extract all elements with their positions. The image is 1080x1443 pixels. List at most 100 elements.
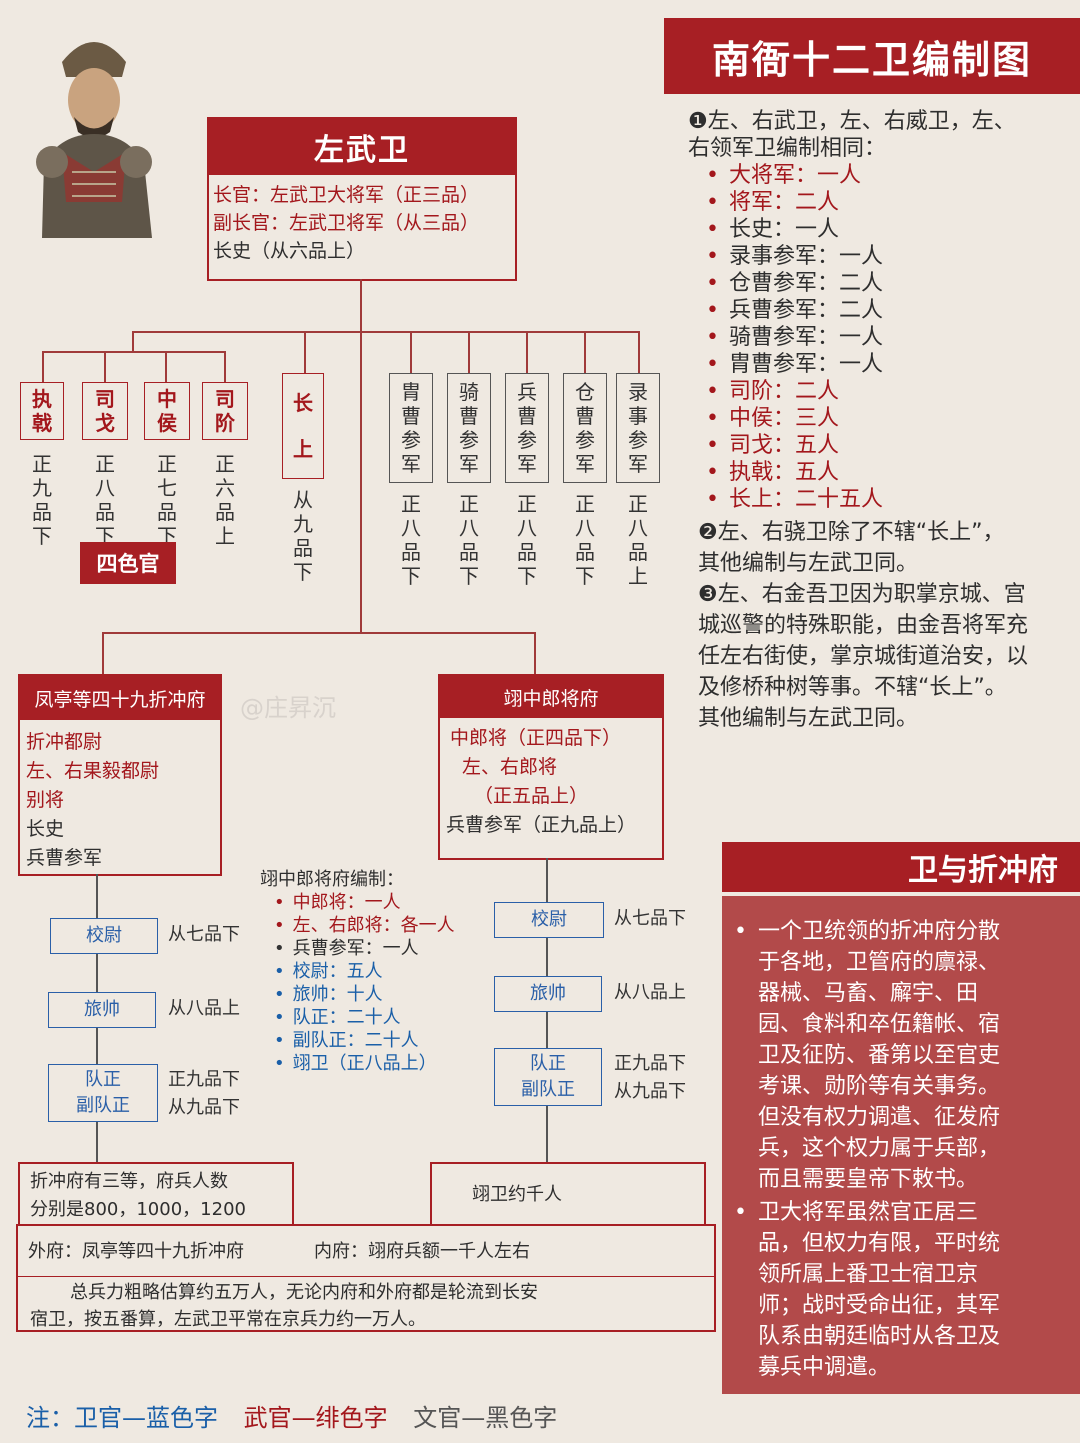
note1-item: 长史：一人 bbox=[688, 216, 1078, 243]
char: 下 bbox=[401, 564, 421, 588]
right-xiaowei-box: 校尉 bbox=[494, 902, 604, 938]
legend-black: 文官—黑色字 bbox=[413, 1404, 558, 1432]
left-fuduizheng-rank: 从九品下 bbox=[168, 1097, 240, 1118]
note1-item: 大将军：一人 bbox=[688, 162, 1078, 189]
left-duizheng-box: 队正 副队正 bbox=[48, 1064, 158, 1122]
note1-item: 司阶：二人 bbox=[688, 378, 1078, 405]
zc-line: 长史 bbox=[26, 818, 65, 840]
char: 参 bbox=[401, 428, 421, 452]
bullet-dot: • bbox=[734, 919, 747, 944]
char: 九 bbox=[32, 476, 52, 500]
summary-line2: 宿卫，按五番算，左武卫平常在京兵力约一万人。 bbox=[30, 1309, 426, 1330]
zc-line: 左、右果毅都尉 bbox=[26, 760, 160, 782]
branch-drop bbox=[410, 331, 412, 373]
char: 正 bbox=[157, 452, 177, 476]
char: 正 bbox=[32, 452, 52, 476]
char: 胄 bbox=[401, 380, 421, 404]
char: 品 bbox=[628, 540, 648, 564]
summary-line1: 总兵力粗略估算约五万人，无论内府和外府都是轮流到长安 bbox=[70, 1282, 538, 1303]
char: 军 bbox=[401, 452, 421, 476]
left-lushuai-box: 旅帅 bbox=[48, 992, 156, 1028]
char: 仓 bbox=[575, 380, 595, 404]
bullet-line: 兵，这个权力属于兵部， bbox=[758, 1136, 1001, 1161]
note3-line3: 任左右街使，掌京城街道治安，以 bbox=[698, 644, 1029, 669]
branch-drop bbox=[468, 331, 470, 373]
char: 曹 bbox=[517, 404, 537, 428]
yifu-roster-item: 校尉：五人 bbox=[274, 960, 455, 983]
rank-zhonghou: 正七品下 bbox=[155, 452, 179, 548]
legend-blue: 卫官—蓝色字 bbox=[74, 1404, 218, 1432]
chain-line bbox=[546, 936, 548, 976]
note1-item: 将军：二人 bbox=[688, 189, 1078, 216]
rank-lushi: 正八品上 bbox=[626, 492, 650, 588]
char: 执 bbox=[32, 387, 52, 411]
char: 九 bbox=[293, 512, 313, 536]
char: 八 bbox=[95, 476, 115, 500]
chain-line bbox=[546, 858, 548, 902]
rank-qicao: 正八品下 bbox=[457, 492, 481, 588]
summary-box: 外府：凤亭等四十九折冲府 内府：翊府兵额一千人左右 总兵力粗略估算约五万人，无论… bbox=[16, 1224, 716, 1332]
char: 戟 bbox=[32, 411, 52, 435]
char: 军 bbox=[459, 452, 479, 476]
bullet-line: 考课、勋阶等有关事务。 bbox=[758, 1074, 1001, 1099]
bullet-line: 器械、马畜、廨宇、田 bbox=[758, 981, 979, 1006]
right-xiaowei-rank: 从七品下 bbox=[614, 908, 686, 929]
note1-line2: 右领军卫编制相同： bbox=[688, 136, 887, 161]
note1-line1: ❶左、右武卫，左、右威卫，左、 bbox=[688, 109, 1016, 134]
char: 司 bbox=[215, 387, 235, 411]
yifu-roster-title: 翊中郎将府编制： bbox=[260, 869, 404, 890]
rank-sijie: 正六品上 bbox=[213, 452, 237, 548]
bullet-line: 而且需要皇帝下敕书。 bbox=[758, 1167, 979, 1192]
fuduizheng-label: 副队正 bbox=[521, 1079, 575, 1100]
char: 司 bbox=[95, 387, 115, 411]
bullet-line: 园、食料和卒伍籍帐、宿 bbox=[758, 1012, 1001, 1037]
note3-line5: 其他编制与左武卫同。 bbox=[698, 706, 919, 731]
chain-line bbox=[96, 952, 98, 992]
bullet-line: 队系由朝廷临时从各卫及 bbox=[758, 1324, 1001, 1349]
chain-line bbox=[96, 1120, 98, 1164]
chain-line bbox=[96, 874, 98, 918]
lower-branch-line bbox=[102, 632, 534, 634]
branch-drop bbox=[304, 331, 306, 373]
bullet-line: 于各地，卫管府的廪禄、 bbox=[758, 950, 1001, 975]
char: 从 bbox=[293, 488, 313, 512]
char: 八 bbox=[401, 516, 421, 540]
yi-line: 左、右郎将 bbox=[462, 756, 558, 778]
branch-drop bbox=[584, 331, 586, 373]
bullet-line: 品，但权力有限，平时统 bbox=[758, 1231, 1001, 1256]
officer-changshang: 长上 bbox=[282, 373, 324, 479]
bullet-dot: • bbox=[734, 1200, 747, 1225]
char: 正 bbox=[215, 452, 235, 476]
zuowuwei-title: 左武卫 bbox=[209, 119, 515, 175]
chain-line bbox=[96, 1026, 98, 1064]
legend-red: 武官—绯色字 bbox=[243, 1404, 388, 1432]
char: 品 bbox=[401, 540, 421, 564]
bullet-line: 领所属上番卫士宿卫京 bbox=[758, 1262, 979, 1287]
officer-lushi: 录事参军 bbox=[616, 373, 660, 483]
char: 正 bbox=[517, 492, 537, 516]
bullet-line: 卫大将军虽然官正居三 bbox=[758, 1200, 979, 1225]
yiwei-note-box: 翊卫约千人 bbox=[430, 1162, 706, 1226]
officer-sige: 司戈 bbox=[82, 382, 128, 440]
trunk-line bbox=[360, 279, 362, 632]
legend-prefix: 注： bbox=[26, 1404, 74, 1432]
yizhonglangjiangfu-box: 翊中郎将府 中郎将（正四品下） 左、右郎将 （正五品上） 兵曹参军（正九品上） bbox=[438, 674, 664, 860]
char: 八 bbox=[459, 516, 479, 540]
char: 下 bbox=[575, 564, 595, 588]
note1-item: 胄曹参军：一人 bbox=[688, 351, 1078, 378]
zhechongfu-box: 凤亭等四十九折冲府 折冲都尉 左、右果毅都尉 别将 长史 兵曹参军 bbox=[18, 674, 222, 876]
char: 戈 bbox=[95, 411, 115, 435]
officer-qicao: 骑曹参军 bbox=[447, 373, 491, 483]
note1-item: 兵曹参军：二人 bbox=[688, 297, 1078, 324]
note1-item: 执戟：五人 bbox=[688, 459, 1078, 486]
warrior-portrait bbox=[22, 22, 167, 238]
four-color-officers-badge: 四色官 bbox=[80, 542, 176, 584]
yifu-roster-item: 副队正：二十人 bbox=[274, 1029, 455, 1052]
zc-line: 兵曹参军 bbox=[26, 847, 103, 869]
neifu-text: 内府：翊府兵额一千人左右 bbox=[314, 1240, 530, 1262]
section2-bullet-2: • 卫大将军虽然官正居三 品，但权力有限，平时统 领所属上番卫士宿卫京 师；战时… bbox=[734, 1197, 1070, 1383]
right-duizheng-box: 队正 副队正 bbox=[494, 1048, 602, 1106]
zc-line: 折冲都尉 bbox=[26, 731, 103, 753]
right-lushuai-rank: 从八品上 bbox=[614, 982, 686, 1003]
char: 品 bbox=[157, 500, 177, 524]
